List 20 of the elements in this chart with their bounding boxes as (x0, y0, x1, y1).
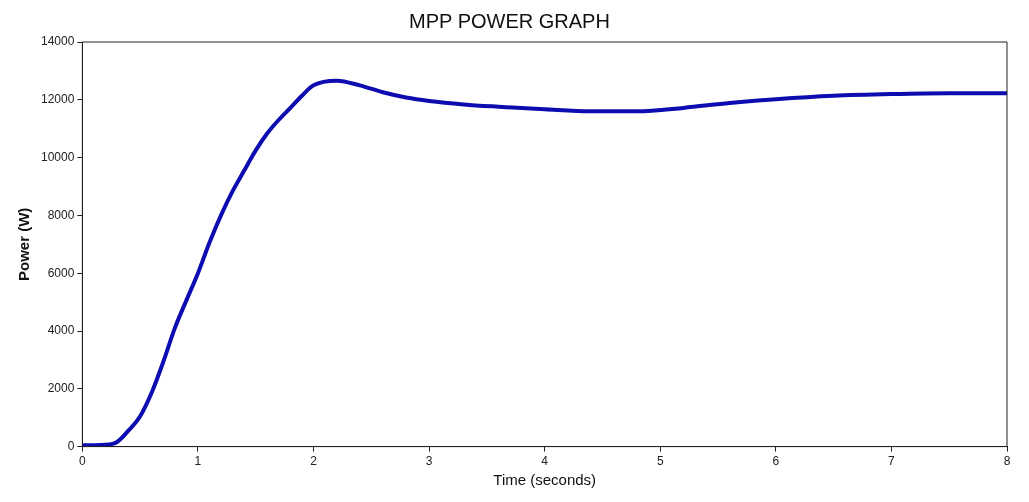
x-tick-label: 2 (310, 454, 318, 469)
x-tick-label: 6 (772, 454, 780, 469)
y-tick-label: 8000 (47, 207, 75, 222)
y-tick-label: 14000 (40, 34, 75, 49)
y-tick-label: 0 (67, 438, 75, 453)
x-tick-label: 8 (1003, 454, 1011, 469)
y-axis-title: Power (W) (15, 207, 33, 281)
x-tick-label: 1 (194, 454, 202, 469)
x-tick-label: 7 (888, 454, 896, 469)
y-tick-label: 6000 (47, 265, 75, 280)
x-axis-title: Time (seconds) (493, 471, 597, 489)
y-tick-label: 4000 (47, 323, 75, 338)
y-tick-label: 12000 (40, 92, 75, 107)
y-tick-label: 10000 (40, 149, 75, 164)
x-tick-label: 3 (425, 454, 433, 469)
chart-title: MPP POWER GRAPH (409, 9, 610, 32)
x-tick-label: 0 (79, 454, 87, 469)
x-tick-label: 5 (656, 454, 664, 469)
y-tick-label: 2000 (47, 381, 75, 396)
x-tick-label: 4 (541, 454, 549, 469)
